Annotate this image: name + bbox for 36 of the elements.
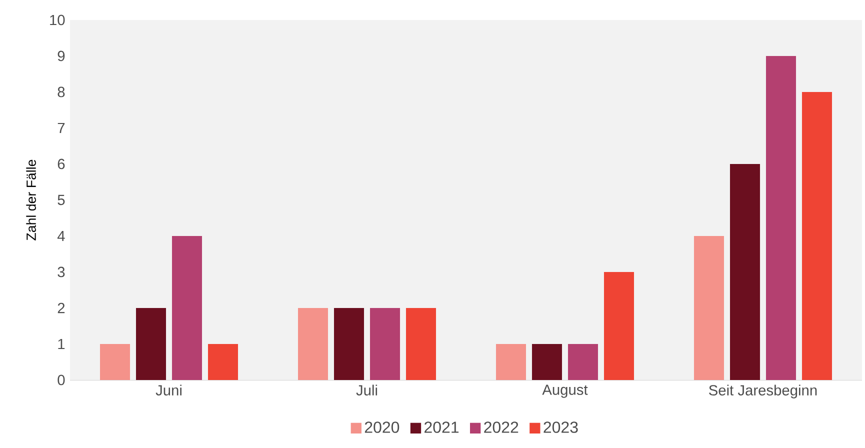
legend-label: 2022 <box>484 422 518 433</box>
bar <box>496 344 526 380</box>
bar <box>604 272 634 380</box>
x-tick-label: August <box>542 384 588 398</box>
bar <box>172 236 202 380</box>
bar <box>370 308 400 380</box>
bar <box>334 308 364 380</box>
y-tick-label: 1 <box>58 338 65 350</box>
x-tick-label: Seit Jaresbeginn <box>709 384 817 398</box>
bar <box>406 308 436 380</box>
bar <box>730 164 760 380</box>
bar <box>136 308 166 380</box>
bar <box>568 344 598 380</box>
bar <box>766 56 796 380</box>
y-tick-label: 8 <box>58 86 65 98</box>
legend-label: 2023 <box>544 422 578 433</box>
y-tick-label: 9 <box>58 50 65 62</box>
y-tick-label: 6 <box>58 158 65 170</box>
y-tick-label: 4 <box>57 230 65 242</box>
x-tick-label: Juli <box>356 384 378 396</box>
x-tick-label: Juni <box>156 384 182 396</box>
y-tick-label: 5 <box>58 194 65 206</box>
bar <box>694 236 724 380</box>
y-tick-label: 2 <box>58 302 65 314</box>
legend-label: 2020 <box>364 422 400 433</box>
bar <box>208 344 238 380</box>
bar <box>100 344 130 380</box>
y-tick-label: 3 <box>58 266 65 278</box>
y-tick-label: 7 <box>58 122 65 134</box>
bar <box>298 308 328 380</box>
y-tick-label: 10 <box>50 14 65 26</box>
bar <box>532 344 562 380</box>
legend-label: 2021 <box>424 422 459 433</box>
y-tick-label: 0 <box>58 374 65 386</box>
y-axis-title: Zahl der Fälle <box>26 160 36 240</box>
bar <box>802 92 832 380</box>
